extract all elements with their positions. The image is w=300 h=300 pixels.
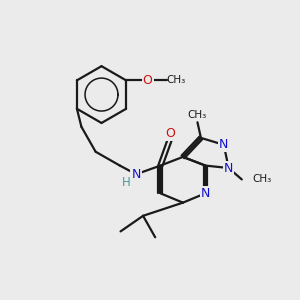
- Text: N: N: [201, 187, 210, 200]
- Text: H: H: [122, 176, 130, 189]
- Text: O: O: [142, 74, 152, 87]
- Text: N: N: [131, 168, 141, 181]
- Text: CH₃: CH₃: [167, 75, 186, 85]
- Text: O: O: [165, 127, 175, 140]
- Text: CH₃: CH₃: [252, 174, 272, 184]
- Text: N: N: [224, 161, 233, 175]
- Text: N: N: [219, 138, 229, 151]
- Text: CH₃: CH₃: [188, 110, 207, 120]
